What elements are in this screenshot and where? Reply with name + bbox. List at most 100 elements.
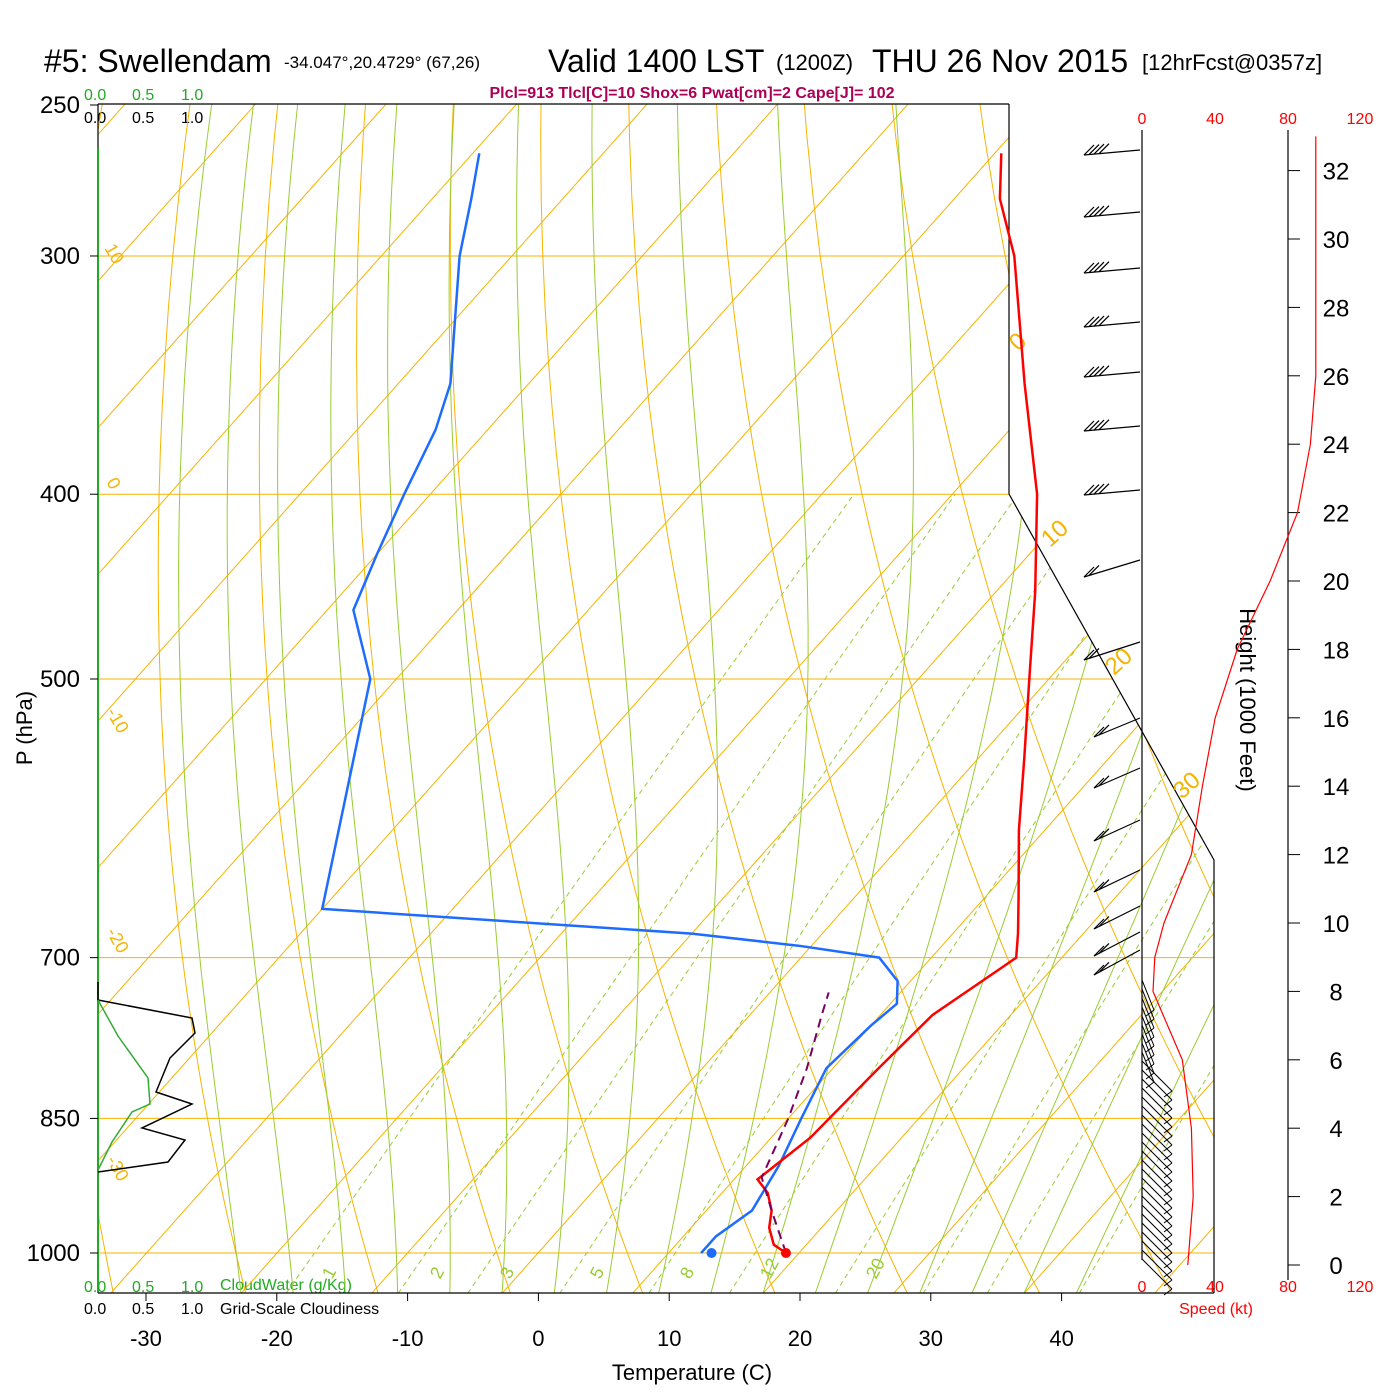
mixing-ratio-line — [648, 493, 1181, 1293]
wind-barb — [1141, 979, 1155, 1017]
dry-adiabat — [449, 104, 659, 1293]
cloudiness-label: Grid-Scale Cloudiness — [220, 1301, 379, 1318]
wind-barb — [1141, 1078, 1173, 1116]
isotherm-line — [728, 104, 1214, 1293]
surface-temperature-dot — [780, 1248, 791, 1258]
height-tick-label: 12 — [1323, 843, 1350, 870]
height-tick-label: 6 — [1329, 1048, 1342, 1075]
dry-adiabat — [1148, 104, 1214, 1293]
speed-bottom-tick: 0 — [1138, 1279, 1147, 1296]
y-axis-title: P (hPa) — [12, 691, 37, 765]
isotherm-line — [0, 0, 28, 1332]
pressure-tick-label: 850 — [40, 1105, 80, 1132]
cloudwater-bottom-tick: 0.5 — [132, 1279, 154, 1296]
cloudiness-bottom-scale: 0.0 0.5 1.0 Grid-Scale Cloudiness — [84, 1301, 379, 1318]
height-tick-label: 2 — [1329, 1185, 1342, 1212]
wind-barb — [1141, 1159, 1173, 1197]
wind-barb — [1141, 1006, 1155, 1044]
dry-adiabat — [258, 104, 391, 1293]
wind-barb — [1093, 869, 1141, 893]
height-tick-label: 4 — [1329, 1116, 1342, 1143]
mixing-ratio-line — [834, 493, 1214, 1293]
isotherm-label: 10 — [101, 240, 128, 267]
wind-barb — [1083, 143, 1141, 156]
mixing-ratio-label: 5 — [586, 1264, 608, 1282]
moist-adiabat — [178, 104, 242, 1293]
isotherm-label: -20 — [103, 924, 133, 957]
dry-adiabat — [356, 104, 525, 1293]
height-tick-label: 0 — [1329, 1253, 1342, 1280]
x-axis-title: Temperature (C) — [612, 1360, 772, 1385]
isotherm-line — [98, 104, 942, 1293]
axis-labels: -30 -20 -10 0 10 20 30 402503004005007008501000… — [27, 92, 1350, 1351]
wind-barb — [1083, 365, 1141, 378]
mixing-ratio-line — [986, 493, 1214, 1293]
moist-adiabat — [226, 104, 294, 1293]
moist-adiabat — [330, 104, 399, 1293]
dry-adiabat — [801, 104, 1195, 1293]
moist-adiabat — [591, 104, 640, 1293]
cloudiness-line — [97, 982, 196, 1173]
surface-dewpoint-dot — [706, 1248, 717, 1258]
cloudiness-bottom-tick: 0.0 — [84, 1301, 106, 1318]
speed-bottom-tick: 80 — [1279, 1279, 1297, 1296]
height-tick-label: 8 — [1329, 979, 1342, 1006]
isotherm-line — [98, 104, 1203, 1293]
temperature-tick-label: -30 — [130, 1326, 162, 1351]
mixing-ratio-label: 2 — [426, 1264, 448, 1282]
moist-adiabat — [277, 104, 346, 1293]
wind-barb — [1141, 1204, 1173, 1242]
isotherm-line — [98, 104, 681, 1293]
sounding-profiles — [320, 153, 1039, 1258]
wind-speed-line — [1152, 136, 1317, 1266]
cloudwater-top-tick: 0.5 — [132, 87, 154, 104]
pressure-tick-label: 300 — [40, 243, 80, 270]
valid-date: THU 26 Nov 2015 — [872, 43, 1128, 79]
isotherm-line — [98, 104, 1073, 1293]
speed-axis-label: Speed (kt) — [1179, 1301, 1253, 1318]
mixing-ratio-line — [467, 493, 1019, 1293]
wind-barb — [1093, 819, 1141, 842]
moist-adiabat — [658, 104, 718, 1293]
speed-top-ticks: 0 40 80 120 — [1138, 111, 1374, 128]
height-tick-label: 30 — [1323, 227, 1350, 254]
wind-barb — [1083, 261, 1141, 274]
isobar-lines — [98, 255, 1214, 1254]
wind-barb — [1141, 1096, 1173, 1134]
wind-barb — [1141, 1141, 1173, 1179]
temperature-tick-label: 20 — [788, 1326, 812, 1351]
mixing-ratio-line — [922, 493, 1214, 1293]
mixing-ratio-label: 3 — [496, 1264, 518, 1282]
sounding-parameters: Plcl=913 Tlcl[C]=10 Shox=6 Pwat[cm]=2 Ca… — [489, 85, 894, 102]
height-tick-label: 32 — [1323, 159, 1350, 186]
wind-barb — [1141, 1195, 1173, 1233]
isotherm-label: 10 — [1036, 515, 1074, 553]
station-coords: -34.047°,20.4729° (67,26) — [284, 53, 480, 72]
temperature-tick-label: -20 — [261, 1326, 293, 1351]
wind-barb — [1083, 205, 1141, 218]
wind-barb — [1141, 1177, 1173, 1215]
isotherm-line — [98, 104, 1214, 1293]
height-tick-label: 14 — [1323, 774, 1350, 801]
right-boundary — [1008, 104, 1215, 1293]
speed-top-tick: 80 — [1279, 111, 1297, 128]
temperature-tick-label: 0 — [532, 1326, 544, 1351]
wind-barb — [1083, 315, 1141, 328]
plot-frame — [97, 103, 1289, 1294]
speed-top-tick: 0 — [1138, 111, 1147, 128]
pressure-tick-label: 500 — [40, 666, 80, 693]
isotherm-line — [98, 104, 420, 1293]
mixing-ratio-label: 20 — [862, 1255, 889, 1282]
wind-barb — [1141, 1222, 1173, 1260]
cloudwater-label: CloudWater (g/Kg) — [220, 1277, 352, 1294]
cloudiness-bottom-tick: 1.0 — [181, 1301, 203, 1318]
wind-barb — [1141, 988, 1155, 1026]
y2-axis-title: Height (1000 Feet) — [1235, 608, 1260, 791]
height-tick-label: 26 — [1323, 364, 1350, 391]
pressure-tick-label: 250 — [40, 92, 80, 119]
wind-barb — [1141, 1168, 1173, 1206]
wind-barb — [1141, 997, 1155, 1035]
wind-barb — [1141, 1042, 1155, 1080]
wind-barb — [1141, 1060, 1173, 1098]
wind-barb — [1141, 1024, 1155, 1062]
